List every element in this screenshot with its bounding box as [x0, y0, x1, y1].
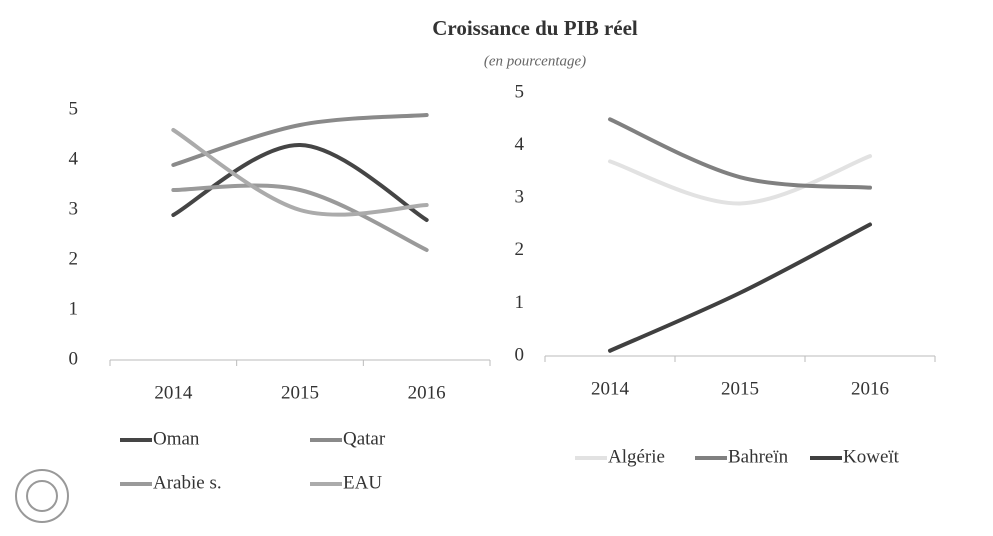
series-line	[171, 113, 429, 167]
legend-label: Koweït	[843, 446, 900, 467]
chart-title: Croissance du PIB réel	[432, 16, 638, 40]
y-tick-label: 5	[515, 81, 525, 102]
y-tick-label: 4	[69, 148, 79, 169]
series-line	[608, 222, 872, 353]
y-tick-label: 1	[69, 298, 79, 319]
legend-label: Oman	[153, 428, 200, 449]
legend-label: Algérie	[608, 446, 665, 467]
x-tick-label: 2014	[591, 378, 630, 399]
y-tick-label: 0	[69, 348, 79, 369]
y-tick-label: 1	[515, 292, 525, 313]
y-tick-label: 0	[515, 344, 525, 365]
legend-label: Qatar	[343, 428, 386, 449]
x-tick-label: 2016	[851, 378, 889, 399]
logo	[15, 469, 69, 523]
y-tick-label: 3	[515, 187, 525, 208]
y-tick-label: 5	[69, 98, 79, 119]
y-tick-label: 4	[515, 134, 525, 155]
y-tick-label: 2	[69, 248, 79, 269]
series-line	[171, 183, 429, 252]
legend-label: Arabie s.	[153, 472, 222, 493]
x-tick-label: 2015	[281, 382, 319, 403]
series-line	[171, 128, 429, 217]
chart-subtitle: (en pourcentage)	[484, 53, 586, 69]
x-tick-label: 2016	[408, 382, 446, 403]
series-line	[608, 117, 872, 190]
legend-label: Bahreïn	[728, 446, 789, 467]
series-line	[171, 142, 429, 222]
y-tick-label: 3	[69, 198, 79, 219]
x-tick-label: 2015	[721, 378, 759, 399]
series-line	[608, 154, 872, 206]
x-tick-label: 2014	[154, 382, 193, 403]
legend-label: EAU	[343, 472, 382, 493]
y-tick-label: 2	[515, 239, 525, 260]
